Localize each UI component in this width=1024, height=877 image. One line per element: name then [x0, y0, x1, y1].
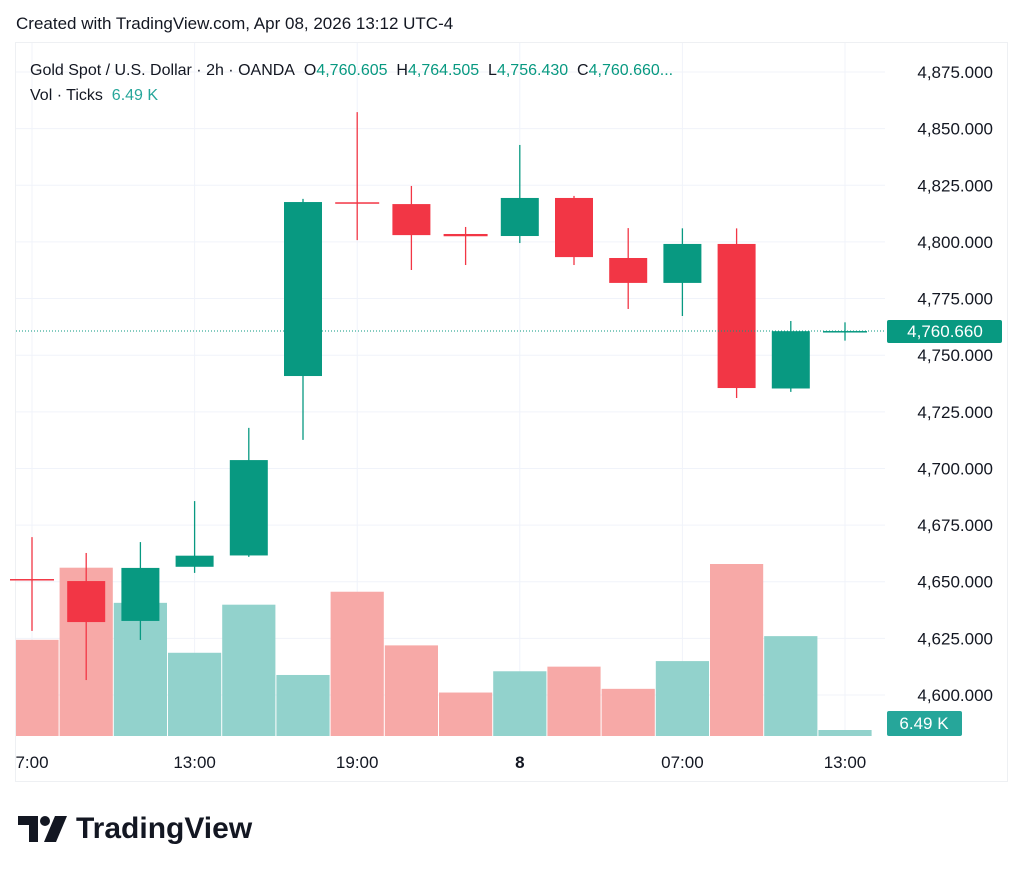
tradingview-logo-text: TradingView [76, 812, 253, 845]
volume-bar [276, 674, 330, 736]
tradingview-logo[interactable]: TradingView [18, 812, 252, 846]
high-value: 4,764.505 [407, 62, 480, 79]
volume-bar [439, 692, 493, 736]
tradingview-logo-icon [18, 816, 67, 842]
candle-body [717, 243, 756, 389]
low-label: L [488, 62, 497, 79]
volume-row: Vol · Ticks 6.49 K [30, 83, 673, 108]
volume-value: 6.49 K [111, 87, 159, 104]
y-tick-label: 4,825.000 [917, 176, 993, 195]
y-tick-label: 4,675.000 [917, 516, 993, 535]
chart-frame [15, 42, 1008, 782]
y-tick-label: 4,600.000 [917, 686, 993, 705]
candle-body [823, 331, 867, 333]
volume-bar [547, 666, 601, 736]
candle-body [284, 202, 322, 377]
candle-body [663, 243, 702, 283]
volume-bar [168, 652, 222, 736]
candle-body [500, 197, 539, 237]
candle-body [10, 579, 54, 581]
y-tick-label: 4,775.000 [917, 290, 993, 309]
last-price-badge [887, 320, 1002, 344]
volume-bar [384, 645, 438, 736]
x-tick-label: 13:00 [824, 753, 867, 772]
volume-badge [887, 711, 962, 736]
volume-bar [222, 604, 276, 736]
y-tick-label: 4,750.000 [917, 346, 993, 365]
candle-body [229, 460, 268, 556]
x-tick-label: 07:00 [661, 753, 704, 772]
volume-bar [764, 636, 818, 736]
y-tick-label: 4,875.000 [917, 63, 993, 82]
volume-bar [16, 639, 59, 736]
open-value: 4,760.605 [316, 62, 388, 79]
candle-body [771, 331, 810, 389]
candle-body [121, 567, 160, 621]
volume-label[interactable]: Vol · Ticks [30, 87, 103, 104]
low-value: 4,756.430 [496, 62, 569, 79]
volume-bar [655, 661, 709, 736]
candle-body [175, 555, 214, 567]
x-tick-label: 8 [515, 753, 524, 772]
created-with-caption: Created with TradingView.com, Apr 08, 20… [16, 14, 454, 33]
volume-bar [601, 688, 655, 736]
x-tick-label: 7:00 [15, 753, 48, 772]
volume-bar [493, 671, 547, 736]
close-label: C [577, 62, 589, 79]
candle-body [392, 204, 431, 236]
y-tick-label: 4,650.000 [917, 573, 993, 592]
volume-bar [710, 564, 764, 736]
open-label: O [303, 62, 317, 79]
last-price-label: 4,760.660 [907, 322, 983, 341]
volume-badge-label: 6.49 K [899, 714, 949, 733]
ohlc-row: Gold Spot / U.S. Dollar · 2h · OANDA O4,… [30, 58, 673, 83]
y-tick-label: 4,700.000 [917, 459, 993, 478]
high-label: H [396, 62, 408, 79]
candle-body [555, 197, 593, 258]
close-value: 4,760.660... [588, 62, 674, 79]
y-tick-label: 4,725.000 [917, 403, 993, 422]
volume-bar [818, 729, 872, 736]
candle-body [609, 257, 648, 283]
candle-body [67, 581, 106, 623]
x-tick-label: 19:00 [336, 753, 379, 772]
chart-legend: Gold Spot / U.S. Dollar · 2h · OANDA O4,… [30, 58, 673, 108]
x-tick-label: 13:00 [173, 753, 216, 772]
y-tick-label: 4,800.000 [917, 233, 993, 252]
candle-body [335, 202, 380, 204]
volume-bar [330, 591, 384, 736]
symbol-title[interactable]: Gold Spot / U.S. Dollar · 2h · OANDA [30, 62, 295, 79]
y-tick-label: 4,850.000 [917, 120, 993, 139]
candle-body [443, 233, 488, 237]
y-tick-label: 4,625.000 [917, 629, 993, 648]
